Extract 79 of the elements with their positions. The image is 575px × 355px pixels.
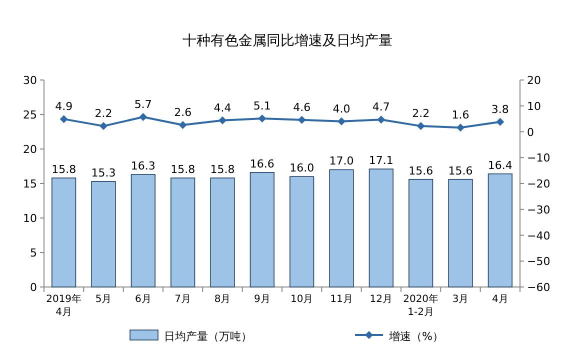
point [377,116,386,124]
point [456,124,464,132]
point [60,115,68,124]
y-tick-label: 10 [23,212,37,225]
data-label: 15.3 [91,166,116,180]
data-label: 5.7 [134,98,152,111]
data-label: 15.8 [170,162,196,176]
x-tick-label: 3月 [452,294,469,305]
point [139,113,148,121]
point [218,116,226,124]
x-tick-label: 5月 [95,294,112,305]
bar [210,178,235,288]
y-tick-label: 25 [23,108,37,122]
data-label: 4.4 [214,101,232,114]
y2-tick-label: 0 [527,126,534,139]
bar [250,172,274,288]
y-tick-label: 30 [23,74,37,87]
legend-label: 日均产量（万吨） [164,330,252,343]
bar [488,173,512,288]
point [100,122,108,130]
point [416,122,425,130]
data-label: 16.6 [250,157,274,170]
y2-tick-label: −60 [527,281,550,294]
data-label: 1.6 [452,108,470,122]
x-tick-label: 4月 [492,294,508,305]
data-label: 17.1 [368,154,394,168]
data-label: 3.8 [491,102,509,116]
bar [448,178,473,288]
bar [52,178,76,288]
data-label: 16.3 [130,160,156,173]
y-tick-label: 5 [30,246,37,260]
data-label: 4.9 [55,100,73,114]
point [338,117,346,126]
data-label: 17.0 [329,154,354,168]
data-label: 16.4 [488,158,512,172]
point [298,116,306,124]
point [178,121,187,130]
x-tick-label: 11月 [330,294,353,305]
x-tick-label: 12月 [370,294,393,305]
legend-label: 增速（%） [388,330,444,343]
chart-title: 十种有色金属同比增速及日均产量 [182,33,392,49]
point [258,114,266,123]
data-label: 15.8 [210,162,235,176]
data-label: 2.2 [412,107,430,120]
x-tick-label: 8月 [214,294,231,305]
x-tick-label: 9月 [254,294,270,305]
y2-tick-label: 20 [527,74,541,87]
bar [91,181,116,288]
data-label: 4.0 [332,102,350,116]
data-label: 4.6 [293,100,311,114]
x-tick-label: 2019年 4月 [46,293,82,318]
data-label: 2.2 [94,107,112,120]
data-label: 15.6 [408,164,434,178]
y-tick-label: 0 [30,281,37,294]
y2-tick-label: −10 [527,152,550,165]
x-tick-label: 6月 [134,294,152,305]
bar [170,178,196,288]
bar [408,178,434,288]
y2-tick-label: −30 [527,203,550,216]
data-label: 5.1 [253,100,271,113]
x-tick-label: 10月 [290,294,314,305]
y2-tick-label: 10 [527,100,541,113]
data-label: 16.0 [290,162,314,175]
y2-tick-label: −20 [527,178,550,190]
data-label: 15.6 [448,164,473,178]
data-label: 4.7 [372,100,390,114]
data-label: 15.8 [52,162,76,176]
x-tick-label: 7月 [174,294,192,305]
y2-tick-label: −50 [527,255,550,268]
bar [329,169,354,288]
y2-tick-label: −40 [527,229,550,242]
point [496,118,504,126]
bar [290,176,314,288]
y-tick-label: 15 [23,178,37,190]
bar [130,174,156,288]
y-tick-label: 20 [23,143,37,156]
data-label: 2.6 [174,106,192,120]
x-tick-label: 2020年 1-2月 [403,293,439,318]
bar [368,168,394,288]
